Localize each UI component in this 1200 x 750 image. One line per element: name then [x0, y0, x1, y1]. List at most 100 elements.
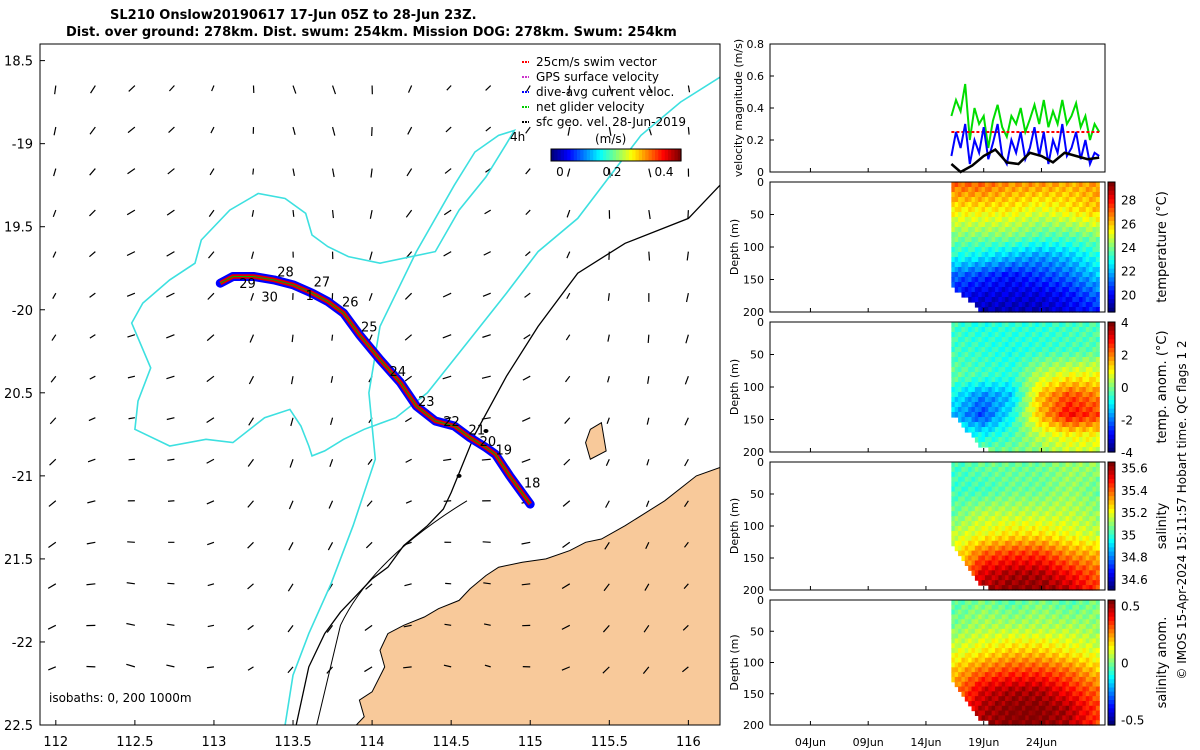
- heatmap-cell: [1032, 550, 1036, 557]
- heatmap-cell: [974, 367, 979, 373]
- heatmap-cell: [968, 491, 973, 498]
- heatmap-cell: [1028, 327, 1033, 333]
- heatmap-cell: [1018, 511, 1023, 517]
- heatmap-cell: [1079, 402, 1084, 408]
- heatmap-cell: [991, 372, 996, 378]
- heatmap-cell: [1092, 432, 1097, 438]
- heatmap-cell: [961, 217, 966, 223]
- velocity-arrow: [288, 500, 294, 510]
- heatmap-cell: [1042, 710, 1047, 716]
- heatmap-cell: [1042, 197, 1047, 203]
- heatmap-cell: [1011, 535, 1016, 542]
- heatmap-cell: [978, 442, 983, 448]
- map-colorbar-tick: 0.4: [654, 165, 673, 179]
- velocity-arrow: [252, 168, 255, 175]
- heatmap-cell: [981, 207, 986, 213]
- velocity-arrow: [290, 376, 294, 385]
- heatmap-cell: [1075, 377, 1080, 383]
- heatmap-cell: [995, 352, 1000, 358]
- heatmap-cell: [1085, 442, 1090, 448]
- heatmap-cell: [978, 710, 983, 716]
- heatmap-cell: [1062, 565, 1067, 571]
- heatmap-cell: [971, 624, 976, 630]
- velocity-arrow: [369, 251, 373, 261]
- heatmap-cell: [1045, 352, 1050, 358]
- heatmap-cell: [1025, 501, 1030, 507]
- heatmap-cell: [1018, 322, 1023, 328]
- heatmap-cell: [1021, 197, 1026, 203]
- heatmap-cell: [1048, 222, 1053, 228]
- heatmap-cell: [1092, 681, 1097, 688]
- heatmap-cell: [1008, 397, 1013, 403]
- heatmap-cell: [951, 207, 956, 213]
- heatmap-cell: [1045, 555, 1050, 562]
- heatmap-cell: [1008, 491, 1013, 498]
- heatmap-cell: [1079, 292, 1084, 298]
- heatmap-cell: [1048, 696, 1053, 702]
- velocity-arrow: [50, 375, 57, 383]
- heatmap-cell: [978, 377, 983, 383]
- heatmap-cell: [1065, 257, 1070, 263]
- heatmap-cell: [991, 516, 996, 522]
- heatmap-cell: [1042, 511, 1047, 517]
- heatmap-cell: [984, 604, 989, 611]
- heatmap-cell: [1001, 187, 1006, 193]
- heatmap-cell: [1042, 352, 1047, 358]
- heatmap-cell: [1045, 372, 1050, 378]
- heatmap-cell: [988, 486, 993, 493]
- heatmap-cell: [1065, 604, 1070, 611]
- heatmap-cell: [1025, 427, 1030, 433]
- heatmap-cell: [1001, 476, 1006, 483]
- heatmap-cell: [1001, 442, 1006, 448]
- heatmap-cell: [1008, 187, 1013, 193]
- heatmap-cell: [984, 222, 989, 228]
- heatmap-cell: [961, 619, 966, 625]
- heatmap-cell: [981, 696, 986, 702]
- heatmap-cell: [1045, 486, 1050, 493]
- heatmap-cell: [1028, 202, 1033, 208]
- heatmap-cell: [984, 427, 989, 433]
- heatmap-cell: [971, 516, 976, 522]
- heatmap-cell: [968, 287, 973, 293]
- heatmap-cell: [1025, 540, 1030, 547]
- heatmap-cell: [1072, 691, 1077, 697]
- heatmap-cell: [1018, 242, 1023, 248]
- heatmap-cell: [1085, 705, 1090, 712]
- heatmap-cell: [961, 633, 966, 640]
- heatmap-cell: [1062, 357, 1067, 363]
- heatmap-cell: [1045, 297, 1050, 303]
- map-colorbar-cell: [651, 149, 656, 161]
- heatmap-cell: [1048, 575, 1053, 581]
- heatmap-cell: [1068, 710, 1073, 716]
- heatmap-cell: [984, 516, 989, 522]
- heatmap-cell: [1089, 555, 1094, 562]
- velocity-arrow: [89, 375, 96, 380]
- heatmap-cell: [995, 227, 1000, 233]
- heatmap-cell: [1082, 575, 1087, 581]
- heatmap-cell: [981, 681, 986, 688]
- heatmap-cell: [998, 521, 1003, 527]
- heatmap-cell: [1021, 192, 1026, 198]
- heatmap-cell: [1068, 633, 1073, 640]
- heatmap-cell: [1085, 672, 1090, 678]
- heatmap-cell: [954, 337, 959, 343]
- heatmap-cell: [1028, 506, 1033, 512]
- heatmap-cell: [984, 491, 989, 498]
- heatmap-cell: [1052, 402, 1057, 408]
- heatmap-cell: [1032, 496, 1036, 502]
- heatmap-cell: [968, 382, 973, 388]
- heatmap-cell: [1089, 447, 1094, 453]
- heatmap-cell: [1008, 367, 1013, 373]
- heatmap-cell: [1011, 387, 1016, 393]
- heatmap-cell: [988, 575, 993, 581]
- heatmap-cell: [998, 342, 1003, 348]
- heatmap-cell: [1018, 437, 1023, 443]
- heatmap-cell: [1001, 696, 1006, 702]
- heatmap-cell: [1048, 565, 1053, 571]
- heatmap-cell: [1085, 282, 1090, 288]
- heatmap-cell: [1089, 476, 1094, 483]
- heatmap-cell: [1075, 570, 1080, 576]
- velocity-arrow: [168, 126, 175, 133]
- heatmap-cell: [1065, 402, 1070, 408]
- heatmap-cell: [1089, 422, 1094, 428]
